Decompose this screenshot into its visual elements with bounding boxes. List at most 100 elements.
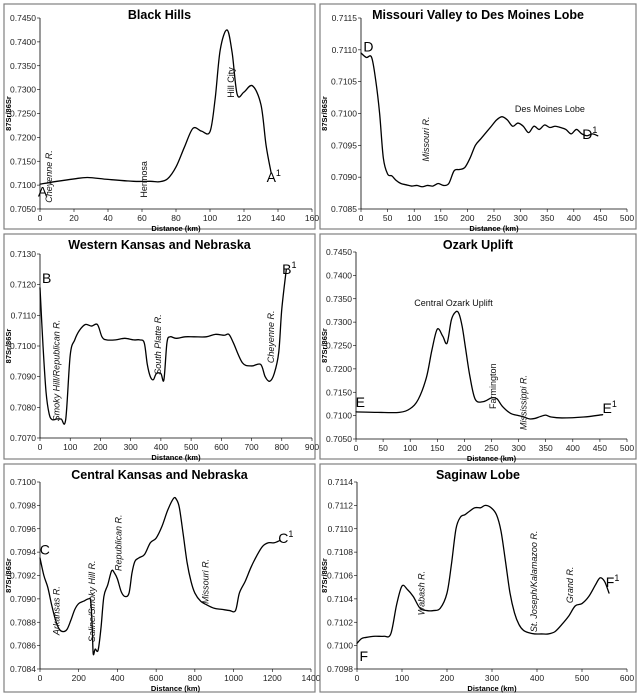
y-tick-label: 0.7092 bbox=[10, 571, 36, 581]
y-tick-label: 0.7080 bbox=[10, 402, 36, 412]
annotation: Saline/Smoky Hill R. bbox=[87, 560, 97, 642]
x-axis-label: Distance (km) bbox=[467, 454, 517, 463]
x-tick-label: 400 bbox=[566, 443, 580, 453]
x-tick-label: 250 bbox=[487, 213, 501, 223]
panel-title: Saginaw Lobe bbox=[436, 468, 520, 482]
annotation: Wabash R. bbox=[417, 571, 427, 615]
y-axis-label: 87Sr/86Sr bbox=[320, 96, 329, 131]
y-tick-label: 0.7100 bbox=[331, 109, 357, 119]
x-tick-label: 400 bbox=[530, 673, 544, 683]
annotation: Hermosa bbox=[139, 161, 149, 198]
superscript: 1 bbox=[276, 168, 281, 178]
y-tick-label: 0.7250 bbox=[326, 341, 352, 351]
y-tick-label: 0.7102 bbox=[327, 617, 353, 627]
x-tick-label: 200 bbox=[460, 213, 474, 223]
annotation: Grand R. bbox=[565, 567, 575, 604]
panel-saginaw: Saginaw Lobe 0.7098 0.7100 0.7102 0.7104 0.71… bbox=[319, 463, 637, 693]
transect-point-label: F bbox=[359, 648, 368, 664]
x-tick-label: 200 bbox=[72, 673, 86, 683]
y-tick-label: 0.7100 bbox=[10, 477, 36, 487]
y-tick-label: 0.7050 bbox=[326, 434, 352, 444]
x-tick-label: 600 bbox=[620, 673, 634, 683]
panel-central-kansas: Central Kansas and Nebraska 0.7084 0.7086 0… bbox=[3, 463, 321, 693]
y-tick-label: 0.7094 bbox=[10, 547, 36, 557]
annotation: Farmington bbox=[488, 363, 498, 409]
y-tick-label: 0.7250 bbox=[10, 109, 36, 119]
transect-point-label: B bbox=[42, 270, 51, 286]
y-tick-label: 0.7450 bbox=[326, 247, 352, 257]
y-tick-label: 0.7050 bbox=[10, 204, 36, 214]
x-tick-label: 0 bbox=[38, 673, 43, 683]
x-tick-label: 500 bbox=[575, 673, 589, 683]
panel-title: Western Kansas and Nebraska bbox=[68, 238, 252, 252]
y-tick-label: 0.7070 bbox=[10, 433, 36, 443]
y-tick-label: 0.7200 bbox=[10, 132, 36, 142]
y-tick-label: 0.7400 bbox=[10, 37, 36, 47]
x-axis-label: Distance (km) bbox=[151, 684, 201, 693]
annotation: Cheyenne R. bbox=[44, 150, 54, 203]
y-tick-label: 0.7110 bbox=[332, 45, 358, 55]
y-tick-label: 0.7350 bbox=[10, 61, 36, 71]
superscript: 1 bbox=[288, 529, 293, 539]
x-tick-label: 600 bbox=[214, 442, 228, 452]
x-axis-label: Distance (km) bbox=[151, 224, 201, 233]
series-line bbox=[355, 310, 604, 420]
y-tick-label: 0.7090 bbox=[10, 594, 36, 604]
x-tick-label: 0 bbox=[354, 443, 359, 453]
series-line bbox=[39, 29, 272, 185]
transect-point-label: D bbox=[363, 39, 373, 55]
x-tick-label: 450 bbox=[593, 443, 607, 453]
panel-title: Ozark Uplift bbox=[443, 238, 514, 252]
superscript: 1 bbox=[612, 399, 617, 409]
y-tick-label: 0.7150 bbox=[326, 387, 352, 397]
annotation: St. Joseph/Kalamazoo R. bbox=[529, 531, 539, 633]
x-tick-label: 350 bbox=[539, 443, 553, 453]
annotation: South Platte R. bbox=[153, 314, 163, 375]
x-tick-label: 160 bbox=[305, 213, 319, 223]
y-tick-label: 0.7114 bbox=[328, 477, 354, 487]
x-tick-label: 60 bbox=[137, 213, 147, 223]
series-line bbox=[39, 268, 287, 425]
x-tick-label: 200 bbox=[93, 442, 107, 452]
panel-title: Missouri Valley to Des Moines Lobe bbox=[372, 8, 584, 22]
x-tick-label: 400 bbox=[110, 673, 124, 683]
y-tick-label: 0.7350 bbox=[326, 294, 352, 304]
x-tick-label: 100 bbox=[63, 442, 77, 452]
y-tick-label: 0.7300 bbox=[10, 85, 36, 95]
annotation: Arkansas R. bbox=[51, 586, 61, 636]
x-tick-label: 50 bbox=[383, 213, 393, 223]
series-line bbox=[360, 52, 599, 188]
y-tick-label: 0.7108 bbox=[327, 547, 353, 557]
x-tick-label: 200 bbox=[440, 673, 454, 683]
x-tick-label: 200 bbox=[457, 443, 471, 453]
y-tick-label: 0.7130 bbox=[10, 249, 36, 259]
x-tick-label: 400 bbox=[567, 213, 581, 223]
x-tick-label: 150 bbox=[430, 443, 444, 453]
annotation: Republican R. bbox=[113, 515, 123, 572]
x-tick-label: 300 bbox=[485, 673, 499, 683]
x-tick-label: 450 bbox=[593, 213, 607, 223]
y-tick-label: 0.7085 bbox=[331, 204, 357, 214]
x-tick-label: 80 bbox=[171, 213, 181, 223]
x-tick-label: 400 bbox=[154, 442, 168, 452]
y-tick-label: 0.7112 bbox=[328, 500, 354, 510]
x-axis-label: Distance (km) bbox=[469, 224, 519, 233]
x-tick-label: 40 bbox=[103, 213, 113, 223]
y-tick-label: 0.7110 bbox=[11, 310, 37, 320]
y-tick-label: 0.7088 bbox=[10, 617, 36, 627]
x-tick-label: 0 bbox=[38, 213, 43, 223]
panel-black-hills: Black Hills 0.7050 0.7100 0.7150 0.7200 0.725… bbox=[3, 3, 319, 233]
superscript: 1 bbox=[592, 125, 597, 135]
y-tick-label: 0.7150 bbox=[10, 156, 36, 166]
y-tick-label: 0.7110 bbox=[328, 524, 354, 534]
annotation: Cheyenne R. bbox=[266, 311, 276, 364]
y-tick-label: 0.7098 bbox=[327, 664, 353, 674]
y-axis-label: 87Sr/86Sr bbox=[320, 558, 329, 593]
series-line bbox=[39, 496, 281, 656]
transect-point-label: A bbox=[38, 184, 48, 200]
x-tick-label: 1400 bbox=[302, 673, 321, 683]
x-tick-label: 300 bbox=[514, 213, 528, 223]
annotation: Missouri R. bbox=[200, 559, 210, 604]
y-tick-label: 0.7400 bbox=[326, 270, 352, 280]
panel-frame bbox=[319, 3, 637, 230]
